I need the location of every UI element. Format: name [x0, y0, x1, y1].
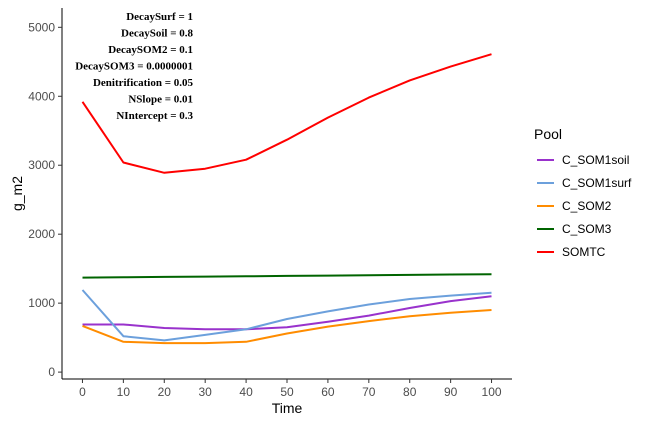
annotation-label: DecaySoil = 0.8: [121, 28, 193, 40]
y-tick-label: 2000: [28, 227, 55, 241]
x-tick-label: 20: [158, 385, 172, 399]
series-line-c-som1surf: [81, 289, 492, 342]
x-tick-label: 0: [79, 385, 86, 399]
x-tick-label: 10: [117, 385, 131, 399]
x-tick-label: 30: [199, 385, 213, 399]
annotation-label: NSlope = 0.01: [128, 94, 193, 106]
legend-label: C_SOM3: [562, 222, 612, 236]
annotation-label: DecaySOM2 = 0.1: [108, 44, 193, 56]
y-tick-label: 4000: [28, 89, 55, 103]
legend-label: C_SOM2: [562, 199, 612, 213]
series-line-c-som1soil: [82, 295, 492, 331]
x-tick-label: 80: [403, 385, 417, 399]
annotation-label: DecaySOM3 = 0.0000001: [75, 61, 193, 73]
y-tick-label: 1000: [28, 296, 55, 310]
series-line-c-som2: [82, 309, 492, 345]
x-tick-label: 60: [321, 385, 335, 399]
y-axis-title: g_m2: [9, 176, 25, 211]
x-tick-label: 40: [239, 385, 253, 399]
y-tick-label: 5000: [28, 20, 55, 34]
legend-title: Pool: [534, 126, 562, 142]
series-line-c-som3: [82, 273, 492, 279]
annotation-label: Denitrification = 0.05: [93, 77, 194, 89]
x-tick-label: 70: [362, 385, 376, 399]
series-line-somtc: [81, 53, 492, 174]
annotation-label: DecaySurf = 1: [126, 11, 193, 23]
x-tick-label: 50: [280, 385, 294, 399]
legend-label: C_SOM1surf: [562, 176, 632, 190]
x-tick-label: 90: [444, 385, 458, 399]
x-tick-label: 100: [482, 385, 502, 399]
annotation-label: NIntercept = 0.3: [116, 110, 193, 122]
y-tick-label: 3000: [28, 158, 55, 172]
x-axis-title: Time: [272, 400, 303, 416]
legend-label: C_SOM1soil: [562, 153, 629, 167]
plot-area: 0 1000 2000 3000 4000 5000 0 10 20 30 40 50 60 70 80 90…: [28, 8, 512, 399]
parameter-annotations: DecaySurf = 1 DecaySoil = 0.8 DecaySOM2 = …: [75, 11, 193, 122]
legend-label: SOMTC: [562, 245, 606, 259]
y-tick-label: 0: [48, 365, 55, 379]
